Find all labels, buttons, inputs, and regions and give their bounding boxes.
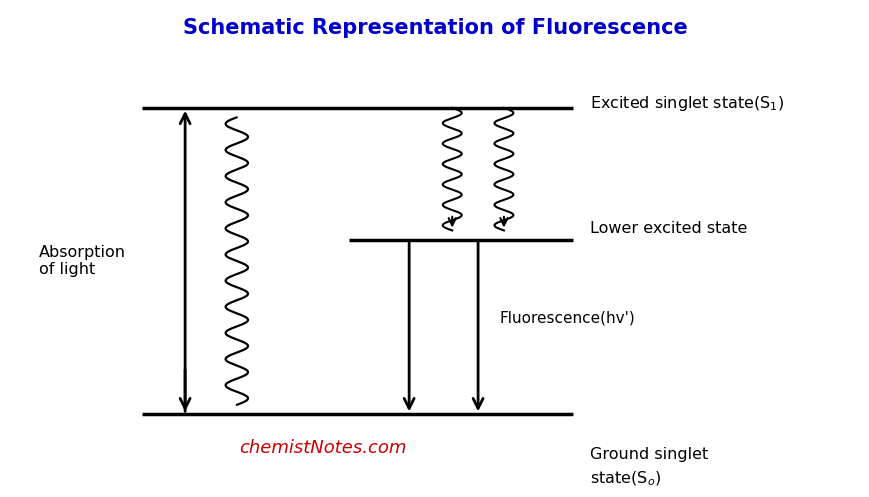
Text: Fluorescence(hv'): Fluorescence(hv') bbox=[499, 310, 634, 325]
Text: Ground singlet
state(S$_o$): Ground singlet state(S$_o$) bbox=[589, 447, 707, 488]
Text: Lower excited state: Lower excited state bbox=[589, 221, 746, 236]
Text: Absorption
of light: Absorption of light bbox=[38, 245, 125, 277]
Text: chemistNotes.com: chemistNotes.com bbox=[239, 439, 406, 457]
Text: Excited singlet state(S$_1$): Excited singlet state(S$_1$) bbox=[589, 93, 784, 113]
Text: Schematic Representation of Fluorescence: Schematic Representation of Fluorescence bbox=[182, 18, 687, 38]
